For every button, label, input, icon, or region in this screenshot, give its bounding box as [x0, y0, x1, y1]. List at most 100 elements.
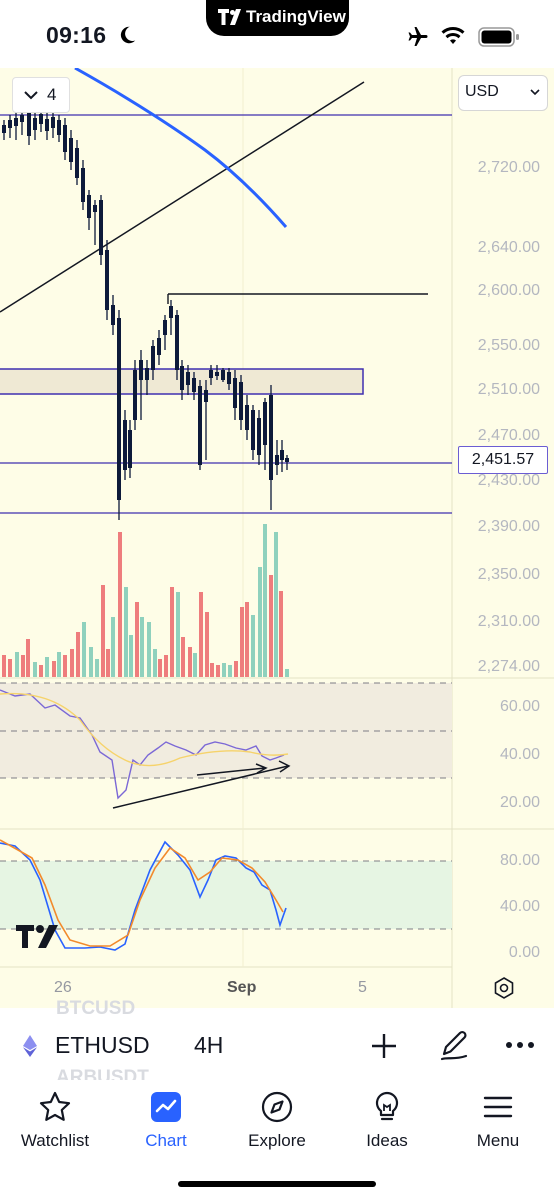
ethereum-icon: [23, 1035, 37, 1057]
candle-body: [263, 402, 267, 445]
currency-label: USD: [465, 83, 499, 100]
price-tick-label: 2,274.00: [477, 658, 540, 675]
volume-bar: [82, 622, 86, 677]
volume-bar: [70, 649, 74, 677]
price-tick-label: 2,470.00: [477, 427, 540, 444]
time-tick-label: 26: [54, 979, 72, 996]
tab-chart[interactable]: Chart: [116, 1090, 216, 1151]
tab-ideas[interactable]: Ideas: [337, 1090, 437, 1151]
volume-bar: [111, 617, 115, 677]
price-tick-label: 2,350.00: [477, 566, 540, 583]
price-tick-label: 2,510.00: [477, 381, 540, 398]
price-tick-label: 2,390.00: [477, 518, 540, 535]
indicator-count: 4: [47, 85, 57, 104]
tab-explore[interactable]: Explore: [227, 1090, 327, 1151]
symbol-button[interactable]: ETHUSD: [55, 1032, 150, 1058]
lightbulb-icon: [375, 1091, 399, 1121]
volume-bar: [245, 602, 249, 677]
volume-bar: [21, 655, 25, 677]
candle-body: [45, 119, 49, 131]
status-time: 09:16: [46, 22, 107, 48]
volume-bar: [52, 661, 56, 677]
indicators-toggle-button[interactable]: 4: [12, 77, 70, 113]
candle-body: [51, 117, 55, 128]
candle-body: [251, 410, 255, 450]
candle-body: [8, 120, 12, 128]
candle-body: [133, 370, 137, 420]
app-pill-label: TradingView: [246, 7, 346, 26]
volume-bar: [124, 587, 128, 677]
tab-watchlist-label: Watchlist: [20, 1131, 90, 1150]
tab-watchlist[interactable]: Watchlist: [5, 1090, 105, 1151]
price-tick-label: 2,550.00: [477, 337, 540, 354]
candle-body: [198, 386, 202, 465]
candle-body: [93, 205, 97, 212]
candle-body: [221, 370, 225, 380]
candle-body: [27, 113, 31, 136]
more-icon[interactable]: [505, 1040, 535, 1050]
oscillator2-tick-label: 40.00: [499, 898, 540, 915]
previous-symbol[interactable]: BTCUSD: [56, 998, 136, 1019]
candle-body: [186, 372, 190, 385]
candle-body: [20, 115, 24, 122]
candle-body: [99, 200, 103, 255]
volume-bar: [199, 592, 203, 677]
candle-body: [204, 390, 208, 402]
volume-bar: [158, 659, 162, 677]
volume-bar: [263, 524, 267, 677]
volume-bar: [118, 532, 122, 677]
compass-icon: [261, 1091, 293, 1123]
oscillator2-tick-label: 0.00: [508, 944, 540, 961]
currency-select[interactable]: USD: [458, 75, 548, 111]
candle-body: [14, 118, 18, 126]
oscillator1-tick-label: 40.00: [499, 746, 540, 763]
volume-bar: [76, 632, 80, 677]
stoch-k-line: [0, 840, 287, 951]
candle-body: [280, 450, 284, 460]
candle-body: [275, 455, 279, 465]
volume-bar: [57, 652, 61, 677]
candle-body: [33, 118, 37, 130]
volume-bar: [135, 602, 139, 677]
candle-body: [175, 315, 179, 370]
volume-bar: [63, 655, 67, 677]
interval-button[interactable]: 4H: [194, 1032, 224, 1058]
time-tick-label: Sep: [227, 979, 257, 996]
candle-body: [123, 420, 127, 470]
volume-bar: [234, 661, 238, 677]
candle-body: [151, 346, 155, 370]
volume-bar: [176, 592, 180, 677]
arrow-head: [278, 760, 291, 773]
tab-menu-label: Menu: [476, 1131, 520, 1150]
add-icon[interactable]: [370, 1032, 398, 1060]
price-chart[interactable]: [0, 68, 554, 1008]
volume-bar: [285, 669, 289, 677]
candle-body: [63, 125, 67, 152]
volume-bar: [274, 532, 278, 677]
candle-body: [81, 168, 85, 202]
volume-bar: [269, 575, 273, 677]
candle-body: [192, 378, 196, 392]
candle-body: [87, 195, 91, 218]
candle-body: [75, 148, 79, 178]
chart-settings-icon[interactable]: [492, 976, 516, 1000]
volume-bar: [95, 659, 99, 677]
volume-bar: [222, 663, 226, 677]
drawing-tools-icon[interactable]: [438, 1028, 470, 1062]
candle-body: [180, 366, 184, 390]
tab-menu[interactable]: Menu: [448, 1090, 548, 1151]
volume-bar: [153, 649, 157, 677]
volume-bar: [45, 657, 49, 677]
candle-body: [209, 370, 213, 378]
chart-area[interactable]: [0, 68, 554, 1008]
volume-bar: [106, 649, 110, 677]
bottom-tab-bar: [0, 1080, 554, 1199]
candle-body: [233, 378, 237, 408]
wifi-icon: [441, 27, 465, 44]
candle-body: [245, 405, 249, 430]
volume-bar: [216, 665, 220, 677]
menu-icon: [483, 1096, 513, 1118]
candle-body: [285, 458, 289, 462]
volume-bar: [164, 655, 168, 677]
volume-bar: [8, 659, 12, 677]
